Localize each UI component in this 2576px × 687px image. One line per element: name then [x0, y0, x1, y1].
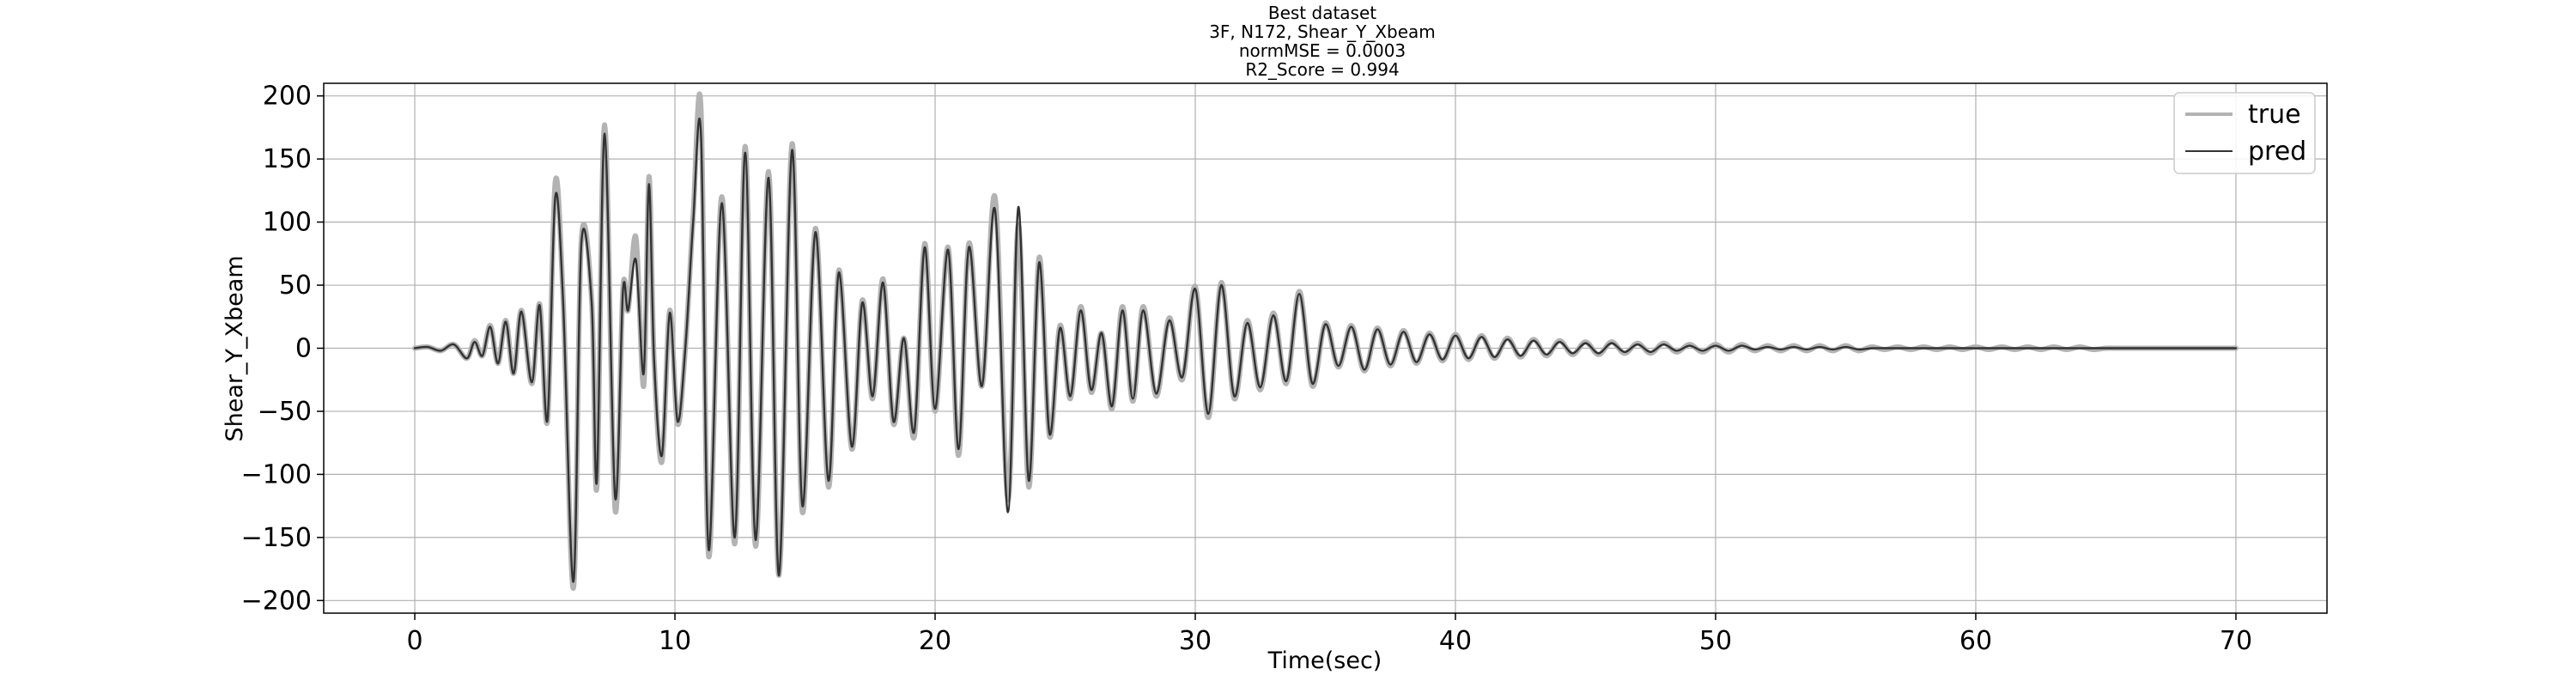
- legend-label-pred: pred: [2248, 137, 2306, 167]
- x-axis-ticks: 0 10 20 30 40 50 60 70: [406, 613, 2252, 656]
- x-tick-label: 20: [919, 626, 951, 656]
- title-line-3: normMSE = 0.0003: [1239, 40, 1406, 61]
- plot-frame: [323, 82, 2328, 614]
- title-line-2: 3F, N172, Shear_Y_Xbeam: [1209, 21, 1436, 42]
- y-tick-label: 100: [263, 208, 312, 238]
- series-line-pred: [413, 117, 2238, 583]
- x-axis-label: Time(sec): [1267, 647, 1382, 674]
- title-line-4: R2_Score = 0.994: [1245, 59, 1399, 80]
- y-tick-label: −150: [241, 523, 312, 553]
- y-axis-label: Shear_Y_Xbeam: [222, 255, 248, 441]
- x-tick-label: 10: [659, 626, 691, 656]
- x-tick-label: 70: [2220, 626, 2252, 656]
- y-tick-label: 50: [279, 271, 312, 301]
- y-tick-label: −50: [258, 397, 312, 427]
- y-tick-label: 200: [263, 82, 312, 112]
- x-tick-label: 50: [1699, 626, 1732, 656]
- chart-title: Best dataset 3F, N172, Shear_Y_Xbeam nor…: [1209, 3, 1436, 80]
- series-lines: [412, 91, 2239, 591]
- x-tick-label: 30: [1179, 626, 1212, 656]
- y-axis-ticks: −200 −150 −100 −50 0 50 100 150 200: [241, 82, 324, 616]
- legend-label-true: true: [2248, 100, 2301, 130]
- x-tick-label: 60: [1959, 626, 1992, 656]
- y-tick-label: 150: [263, 144, 312, 174]
- y-tick-label: −200: [241, 586, 312, 616]
- y-tick-label: −100: [241, 459, 312, 489]
- x-tick-label: 40: [1439, 626, 1472, 656]
- x-tick-label: 0: [406, 626, 422, 656]
- title-line-1: Best dataset: [1268, 3, 1376, 23]
- legend: true pred: [2173, 92, 2316, 174]
- y-tick-label: 0: [295, 334, 312, 364]
